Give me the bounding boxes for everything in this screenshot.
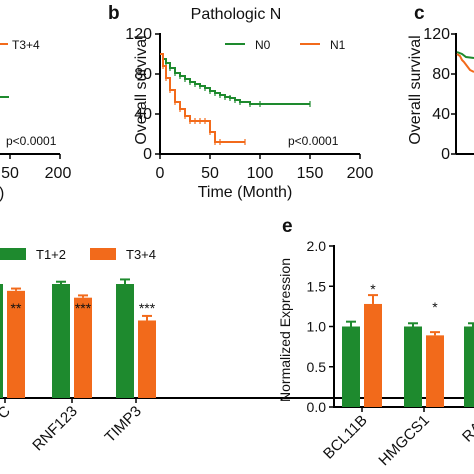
panel-e-bars: 0.0 0.5 1.0 1.5 2.0 * BCL11B * HMGCS1 RAB (307, 238, 474, 469)
panel-d-legend-label-t12: T1+2 (36, 247, 66, 262)
panel-d-bar (0, 284, 3, 398)
panel-d-category-label: C (0, 403, 14, 423)
panel-e-y-tick-label: 1.5 (307, 278, 327, 294)
panel-d-significance-label: *** (139, 300, 156, 316)
panel-e-y-tick-label: 0.5 (307, 359, 327, 375)
panel-e-bar (364, 303, 382, 407)
panel-b-y-tick-label: 0 (143, 146, 152, 163)
panel-e-category-label: HMGCS1 (375, 412, 432, 469)
panel-c-y-tick-label: 40 (432, 106, 450, 123)
panel-d-legend-swatch-t12 (0, 248, 26, 260)
panel-c-curve-orange (456, 53, 474, 73)
panel-c-y-tick-label: 120 (423, 26, 450, 43)
panel-c-y-tick-label: 0 (441, 146, 450, 163)
panel-d-bar (138, 320, 156, 398)
panel-e-significance-label: * (370, 281, 376, 297)
panel-d-bar (116, 284, 134, 398)
panel-c: c Overall survival 120 80 40 0 (407, 3, 474, 163)
panel-b-title: Pathologic N (191, 6, 282, 23)
panel-c-curve-green (456, 51, 474, 59)
panel-b-curve-n0 (160, 53, 310, 105)
panel-e-category-label: BCL11B (320, 412, 371, 463)
panel-b-series (160, 53, 311, 145)
panel-d-bar (7, 290, 25, 398)
panel-b-x-tick-label: 0 (156, 165, 165, 182)
panel-e-letter: e (282, 216, 293, 237)
panel-e-y-tick-label: 0.0 (307, 399, 327, 415)
panel-a-pvalue: p<0.0001 (6, 134, 57, 148)
panel-b-x-tick-label: 50 (201, 165, 219, 182)
panel-b-y-tick-label: 120 (125, 26, 152, 43)
panel-b-letter: b (108, 3, 120, 24)
panel-d-legend-label-t34: T3+4 (126, 247, 156, 262)
panel-b-y-tick-label: 40 (134, 106, 152, 123)
panel-b-ylabel: Overall survival (133, 35, 150, 144)
panel-d-significance-label: ** (11, 300, 22, 316)
panel-e-bar (426, 335, 444, 407)
panel-b-legend-label-n1: N1 (330, 38, 346, 52)
panel-a-x-tick-label: 200 (45, 165, 72, 182)
panel-e-category-label: RAB (459, 412, 474, 446)
panel-e-bar (404, 326, 422, 407)
panel-b-x-tick-label: 150 (297, 165, 324, 182)
panel-d-bars: **C***RNF123***TIMP3 (0, 278, 474, 455)
panel-d-category-label: RNF123 (29, 403, 81, 455)
panel-d: T1+2 T3+4 **C***RNF123***TIMP3 (0, 247, 474, 454)
panel-a-xlabel-fragment: ) (0, 185, 4, 202)
panel-b-x-tick-label: 200 (347, 165, 374, 182)
panel-b-pvalue: p<0.0001 (288, 134, 339, 148)
panel-c-y-tick-label: 80 (432, 66, 450, 83)
panel-d-bar (74, 297, 92, 398)
panel-e-y-tick-label: 2.0 (307, 238, 327, 254)
panel-b: b Pathologic N Overall survival Time (Mo… (108, 3, 373, 201)
panel-d-category-label: TIMP3 (102, 403, 145, 446)
panel-d-bar (52, 284, 70, 398)
panel-e-significance-label: * (432, 299, 438, 315)
panel-a: T3+4 p<0.0001 50 200 ) (0, 38, 71, 202)
panel-e-y-tick-label: 1.0 (307, 319, 327, 335)
panel-e-bar (464, 326, 474, 407)
panel-c-ylabel: Overall survival (407, 35, 424, 144)
panel-e-ylabel: Normalized Expression (277, 258, 293, 402)
panel-e: e Normalized Expression 0.0 0.5 1.0 1.5 2.0 *… (277, 216, 474, 469)
panel-a-x-tick-label: 50 (1, 165, 19, 182)
panel-a-legend-label: T3+4 (12, 38, 40, 52)
panel-b-y-tick-label: 80 (134, 66, 152, 83)
panel-b-axes: 0 50 100 150 200 0 40 80 120 (125, 26, 373, 182)
panel-c-letter: c (414, 3, 425, 24)
panel-e-bar (342, 326, 360, 407)
panel-d-significance-label: *** (75, 300, 92, 316)
panel-b-legend-label-n0: N0 (255, 38, 271, 52)
panel-d-legend-swatch-t34 (90, 248, 116, 260)
panel-b-xlabel: Time (Month) (198, 184, 293, 201)
panel-b-x-tick-label: 100 (247, 165, 274, 182)
